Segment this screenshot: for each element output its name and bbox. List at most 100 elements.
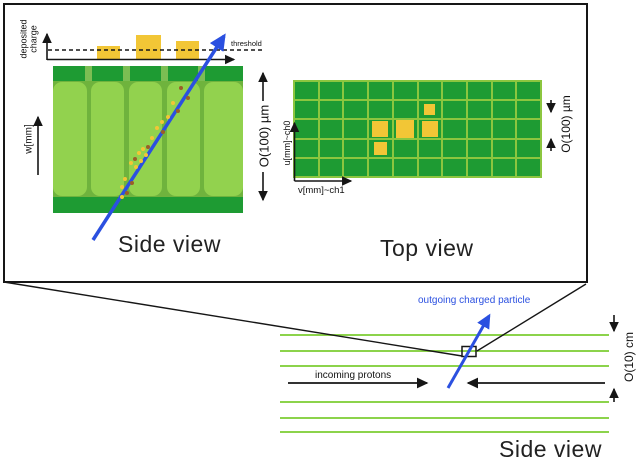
charge-dot: [150, 136, 154, 140]
pixel-cell: [517, 101, 540, 118]
pitch-label-top: O(100) µm: [559, 95, 573, 153]
pixel-cell: [492, 101, 516, 118]
pixel-cell: [492, 120, 516, 138]
pixel-cell: [369, 101, 392, 118]
pixel-cell: [443, 82, 466, 99]
pixel-hit: [421, 121, 438, 137]
charge-dot: [179, 86, 183, 90]
pixel-cell: [467, 101, 491, 118]
pixel-cell: [319, 120, 343, 138]
sensor-bulk: [53, 81, 243, 197]
incoming-protons-label: incoming protons: [315, 370, 392, 381]
deposited-charge-label: deposited charge: [18, 19, 39, 59]
pixel-cell: [492, 140, 516, 157]
pixel-cell: [467, 82, 491, 99]
threshold-label: threshold: [231, 39, 262, 48]
top-view-grid: [293, 80, 542, 178]
charge-bar: [136, 34, 161, 60]
charge-dot: [186, 96, 190, 100]
pixel-cell: [443, 159, 466, 176]
tracker-plane-line: [280, 416, 609, 419]
charge-dot: [120, 185, 124, 189]
top-view-title: Top view: [380, 235, 474, 261]
u-axis-label: u[mm]~ch0: [282, 120, 292, 166]
scale-label: O(10) cm: [622, 331, 636, 383]
sensor-backplane-strip: [53, 197, 243, 213]
pixel-cell: [344, 101, 368, 118]
pixel-cell: [418, 82, 442, 99]
pixel-cell: [492, 82, 516, 99]
pixel-cell: [295, 120, 318, 138]
pixel-cell: [393, 159, 417, 176]
implant-gap: [85, 66, 92, 81]
pixel-cell: [344, 120, 368, 138]
implant-gap: [122, 66, 130, 81]
pixel-cell: [295, 159, 318, 176]
pixel-cell: [393, 82, 417, 99]
pixel-hit: [396, 120, 415, 138]
charge-dot: [139, 159, 143, 163]
pixel-cell: [393, 140, 417, 157]
side-view-title: Side view: [118, 231, 221, 257]
tracker-plane-line: [280, 350, 609, 352]
pixel-cell: [319, 159, 343, 176]
pixel-column: [53, 82, 87, 196]
tracker-plane-line: [280, 431, 609, 433]
pixel-cell: [344, 140, 368, 157]
pixel-hit: [373, 142, 387, 155]
sensor-implant-strip: [53, 66, 243, 81]
charge-dot: [161, 130, 165, 134]
outgoing-particle-arrow: [446, 313, 491, 389]
pixel-cell: [443, 140, 466, 157]
pixel-cell: [517, 140, 540, 157]
charge-dot: [166, 115, 170, 119]
charge-dot: [129, 161, 133, 165]
charge-dot: [144, 153, 148, 157]
charge-dot: [137, 151, 141, 155]
pixel-cell: [319, 82, 343, 99]
pixel-cell: [319, 101, 343, 118]
pixel-cell: [295, 82, 318, 99]
pixel-cell: [517, 159, 540, 176]
charge-dot: [176, 109, 180, 113]
charge-bar: [176, 40, 199, 60]
charge-dot: [160, 120, 164, 124]
pixel-cell: [418, 101, 442, 118]
charge-dot: [134, 165, 138, 169]
charge-dot: [171, 101, 175, 105]
pixel-column: [91, 82, 124, 196]
pixel-cell: [443, 120, 466, 138]
thickness-label-side: O(100) µm: [256, 104, 272, 168]
pixel-cell: [517, 120, 540, 138]
pixel-cell: [319, 140, 343, 157]
charge-dot: [120, 195, 124, 199]
pixel-column: [128, 82, 162, 196]
pixel-cell: [393, 101, 417, 118]
pixel-cell: [492, 159, 516, 176]
charge-dot: [133, 157, 137, 161]
pixel-cell: [517, 82, 540, 99]
pixel-cell: [467, 140, 491, 157]
pixel-column: [204, 82, 243, 196]
pixel-cell: [344, 82, 368, 99]
implant-gap: [198, 66, 205, 81]
charge-bar: [97, 45, 120, 60]
side-view-sensor: [53, 66, 243, 213]
v-axis-label: v[mm]~ch1: [298, 185, 345, 196]
tracker-plane-line: [280, 364, 609, 367]
outgoing-particle-label: outgoing charged particle: [418, 295, 531, 306]
pixel-cell: [295, 140, 318, 157]
pixel-cell: [344, 159, 368, 176]
charge-dot: [141, 147, 145, 151]
implant-gap: [160, 66, 168, 81]
pixel-cell: [418, 140, 442, 157]
pixel-cell: [369, 140, 392, 157]
pixel-cell: [443, 101, 466, 118]
tracker-plane-line: [280, 334, 609, 336]
pixel-cell: [418, 159, 442, 176]
charge-dot: [146, 145, 150, 149]
bottom-side-view-title: Side view: [499, 436, 602, 462]
pixel-cell: [393, 120, 417, 138]
charge-dot: [125, 191, 129, 195]
